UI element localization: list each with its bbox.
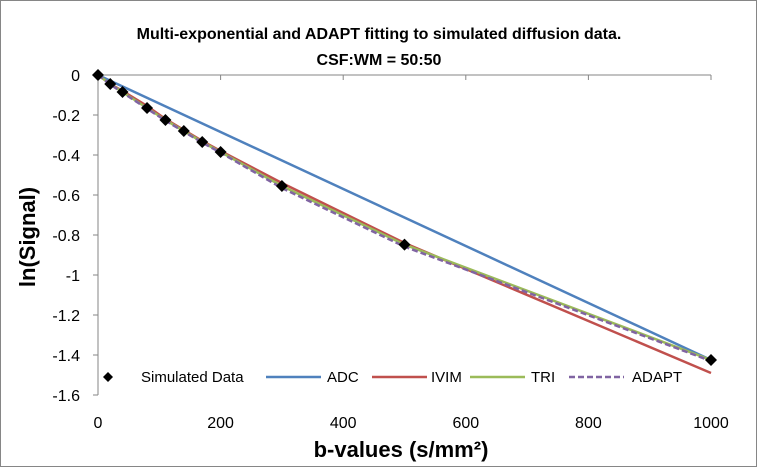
data-point-marker [196, 136, 209, 148]
data-point-marker [104, 78, 117, 90]
x-tick-label: 200 [207, 415, 234, 432]
y-tick-label: -0.4 [52, 148, 80, 165]
x-axis-label: b-values (s/mm²) [314, 437, 489, 462]
y-tick-labels: 0 -0.2 -0.4 -0.6 -0.8 -1 -1.2 -1.4 -1.6 [52, 68, 80, 405]
chart-subtitle: CSF:WM = 50:50 [317, 52, 442, 69]
y-tick-label: -1.6 [52, 388, 80, 405]
data-point-marker [116, 86, 129, 98]
axes [93, 74, 712, 396]
legend-label: IVIM [431, 369, 462, 386]
data-point-marker [275, 180, 288, 192]
marker-layer [92, 69, 717, 366]
chart-title: Multi-exponential and ADAPT fitting to s… [137, 26, 622, 43]
series-layer [97, 73, 712, 375]
data-point-marker [141, 102, 154, 114]
data-point-marker [92, 69, 104, 81]
x-tick-label: 800 [575, 415, 602, 432]
data-point-marker [705, 354, 717, 366]
legend-label: TRI [531, 369, 555, 386]
legend-label: ADAPT [632, 369, 682, 386]
y-tick-label: -0.2 [52, 108, 80, 125]
data-point-marker [177, 125, 190, 137]
y-tick-label: -0.6 [52, 188, 80, 205]
legend-marker-simulated-data [103, 372, 113, 382]
legend-label: Simulated Data [141, 369, 244, 386]
series-line-adc [97, 73, 712, 362]
legend: Simulated Data ADC IVIM TRI ADAPT [103, 369, 682, 386]
data-point-marker [159, 114, 172, 126]
data-point-marker [214, 146, 227, 158]
y-tick-label: 0 [71, 68, 80, 85]
x-tick-label: 0 [94, 415, 103, 432]
legend-label: ADC [327, 369, 359, 386]
x-tick-labels: 0 200 400 600 800 1000 [94, 415, 729, 432]
x-tick-label: 400 [330, 415, 357, 432]
y-tick-label: -1 [66, 268, 80, 285]
y-tick-label: -1.4 [52, 348, 80, 365]
data-point-marker [398, 238, 411, 251]
y-tick-label: -0.8 [52, 228, 80, 245]
x-tick-label: 1000 [693, 415, 729, 432]
series-line-ivim [97, 73, 712, 375]
y-axis-label: ln(Signal) [15, 187, 40, 287]
x-tick-label: 600 [452, 415, 479, 432]
y-tick-label: -1.2 [52, 308, 80, 325]
